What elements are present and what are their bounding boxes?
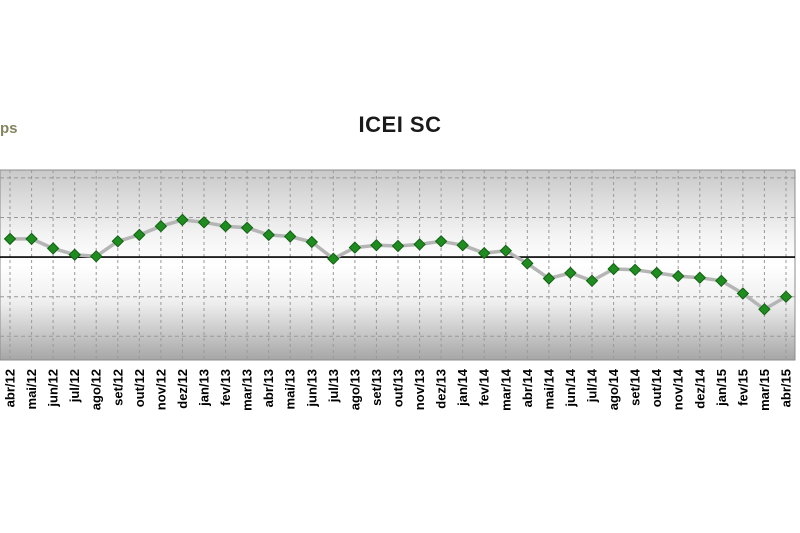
data-point-marker [477, 246, 491, 260]
x-axis-label: dez/13 [434, 369, 449, 409]
x-axis-label: dez/14 [692, 368, 707, 409]
x-axis-label: abr/14 [520, 368, 535, 407]
x-axis-label: ago/14 [606, 368, 621, 410]
x-axis-label: mai/14 [541, 368, 556, 409]
plot-area [0, 169, 796, 361]
x-axis-labels: abr/12 mai/12 jun/12 jul/12 ago/12 set/12 out/… [3, 368, 794, 411]
x-axis-label: dez/12 [175, 369, 190, 409]
x-axis-label: mai/13 [283, 369, 298, 409]
x-axis-label: nov/14 [671, 368, 686, 410]
x-axis-label: abr/15 [779, 369, 794, 407]
data-point-marker [176, 213, 189, 227]
data-point-marker [154, 219, 168, 233]
data-point-marker [693, 271, 707, 284]
cropped-left-text: ps [0, 120, 18, 137]
data-point-marker [413, 238, 426, 251]
x-axis-label: mar/13 [240, 369, 255, 411]
x-axis-label: nov/12 [153, 369, 168, 410]
data-point-marker [434, 235, 448, 248]
data-point-marker [650, 266, 663, 280]
x-axis-label: set/12 [110, 369, 125, 406]
x-axis-label: jul/13 [326, 369, 341, 403]
chart-title: ICEI SC [358, 112, 442, 137]
data-point-marker [197, 216, 211, 229]
x-axis-label: jun/13 [304, 369, 319, 408]
x-axis-label: fev/15 [735, 369, 750, 406]
x-axis-label: ago/13 [347, 369, 362, 410]
data-point-marker [111, 235, 125, 248]
x-axis-label: mar/14 [498, 368, 513, 411]
data-point-marker [3, 232, 17, 246]
data-point-marker [499, 244, 513, 258]
x-axis-label: fev/14 [477, 368, 492, 406]
data-point-marker [262, 228, 275, 242]
data-point-marker [25, 232, 38, 246]
x-axis-label: mai/12 [24, 369, 39, 409]
data-point-marker [391, 239, 405, 253]
data-point-marker [607, 262, 620, 276]
data-point-marker [219, 219, 232, 233]
x-axis-label: abr/12 [3, 369, 18, 407]
data-point-marker [779, 290, 793, 303]
data-point-marker [715, 274, 728, 288]
data-point-marker [671, 269, 685, 283]
x-axis-label: mar/15 [757, 369, 772, 411]
x-axis-label: jun/14 [563, 368, 578, 407]
x-axis-label: ago/12 [89, 369, 104, 410]
data-point-marker [240, 221, 254, 235]
data-point-marker [542, 272, 556, 285]
data-point-marker [564, 266, 577, 280]
x-axis-label: out/12 [132, 369, 147, 407]
series-markers [3, 213, 793, 316]
data-point-marker [133, 228, 146, 242]
data-point-marker [89, 250, 103, 263]
data-point-marker [628, 263, 642, 277]
data-point-marker [736, 287, 750, 300]
x-axis-label: out/14 [649, 368, 664, 407]
data-point-marker [758, 303, 771, 316]
data-point-marker [305, 235, 319, 249]
data-point-marker [521, 257, 534, 270]
x-axis-label: jun/12 [46, 369, 61, 408]
x-axis-label: nov/13 [412, 369, 427, 410]
x-axis-label: jul/14 [585, 368, 600, 403]
data-point-marker [585, 274, 599, 288]
x-axis-label: jul/12 [67, 369, 82, 403]
x-axis-label: set/13 [369, 369, 384, 406]
data-point-marker [68, 248, 81, 261]
vertical-gridlines [9, 170, 787, 360]
x-axis-label: set/14 [628, 368, 643, 406]
data-point-marker [283, 230, 297, 243]
x-axis-label: out/13 [391, 369, 406, 407]
data-point-marker [46, 242, 60, 255]
x-axis-label: jan/15 [714, 369, 729, 407]
x-axis-label: jan/14 [455, 368, 470, 407]
data-point-marker [327, 252, 340, 265]
data-point-marker [456, 238, 469, 252]
x-axis-label: abr/13 [261, 369, 276, 407]
x-axis-label: jan/13 [197, 369, 212, 407]
data-point-marker [348, 241, 362, 254]
x-axis-label: fev/13 [218, 369, 233, 406]
data-point-marker [370, 238, 383, 252]
